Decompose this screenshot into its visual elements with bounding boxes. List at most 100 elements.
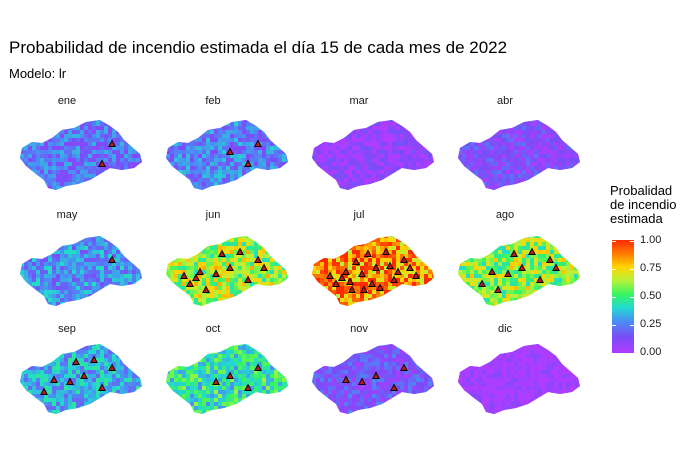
fire-marker-oct-1 [244,383,252,391]
legend-tick-label: 0.25 [640,318,662,330]
fire-marker-jul-15 [352,257,360,265]
fire-marker-ago-5 [478,279,486,287]
fire-marker-jul-10 [338,273,346,281]
probability-cells-oct [166,344,288,414]
legend-tick-mark [630,297,634,298]
probability-cells-sep [20,344,142,414]
panel-label-nov: nov [350,323,368,335]
map-dic [458,344,580,414]
panel-label-ago: ago [495,209,515,221]
map-sep [20,344,142,414]
fire-marker-sep-4 [50,375,58,383]
fire-marker-ago-6 [510,249,518,257]
fire-marker-ene-1 [98,159,106,167]
map-ene [20,120,142,190]
fire-marker-sep-5 [40,387,48,395]
probability-cells-jun [166,236,288,306]
legend-tick-label: 0.50 [640,290,662,302]
map-jun [166,236,288,306]
map-may [20,236,142,306]
fire-marker-jul-7 [382,247,390,255]
legend-tick-label: 0.00 [640,346,662,358]
fire-marker-jun-6 [218,249,226,257]
plot-title: Probabilidad de incendio estimada el día… [9,38,508,57]
fire-marker-nov-2 [372,371,380,379]
panel-label-mar: mar [349,95,369,107]
fire-marker-ago-7 [528,247,536,255]
fire-marker-nov-3 [358,377,366,385]
fire-marker-jun-11 [180,271,188,279]
plot-subtitle: Modelo: lr [9,66,67,81]
fire-marker-ene-0 [108,139,116,147]
fire-marker-jul-6 [364,249,372,257]
probability-cells-abr [458,120,580,190]
map-feb [166,120,288,190]
panel-label-dic: dic [497,323,513,335]
legend-tick-mark [630,241,634,242]
legend-tick-label: 0.75 [640,262,662,274]
fire-marker-jul-19 [412,271,420,279]
fire-marker-jul-4 [342,267,350,275]
panel-label-jul: jul [353,209,365,221]
fire-marker-jun-8 [260,263,268,271]
fire-marker-sep-6 [72,357,80,365]
fire-marker-oct-3 [212,377,220,385]
legend-colorbar [612,240,634,353]
map-mar [312,120,434,190]
fire-marker-jun-1 [244,275,252,283]
fire-marker-nov-1 [390,383,398,391]
legend-tick-mark [612,297,616,298]
legend-tick-label: 1.00 [640,234,662,246]
panel-label-ene: ene [57,95,77,107]
probability-cells-feb [166,120,288,190]
panel-label-abr: abr [497,95,513,107]
map-jul [312,236,434,306]
fire-marker-jun-7 [236,247,244,255]
map-nov [312,344,434,414]
probability-cells-ene [20,120,142,190]
fire-marker-jul-0 [400,255,408,263]
fire-marker-jul-9 [348,285,356,293]
fire-marker-ago-4 [488,267,496,275]
probability-cells-ago [458,236,580,306]
fire-marker-feb-0 [254,139,262,147]
panel-label-feb: feb [205,95,221,107]
fire-marker-jun-5 [186,279,194,287]
fire-marker-sep-7 [90,355,98,363]
probability-cells-nov [312,344,434,414]
legend-tick-mark [612,353,616,354]
fire-marker-jun-4 [196,267,204,275]
fire-marker-jul-16 [360,285,368,293]
legend-tick-mark [612,241,616,242]
fire-marker-ago-2 [518,263,526,271]
fire-marker-jun-0 [254,255,262,263]
legend-tick-mark [630,325,634,326]
fire-marker-jun-9 [202,285,210,293]
fire-marker-feb-2 [226,147,234,155]
panel-label-jun: jun [205,209,221,221]
legend-tick-mark [630,353,634,354]
fire-marker-jun-2 [226,263,234,271]
probability-cells-dic [458,344,580,414]
fire-marker-nov-0 [400,363,408,371]
fire-marker-jul-12 [368,279,376,287]
probability-cells-may [20,236,142,306]
fire-marker-ago-9 [494,285,502,293]
probability-cells-mar [312,120,434,190]
map-abr [458,120,580,190]
fire-marker-jun-3 [212,269,220,277]
legend-tick-mark [612,269,616,270]
legend-tick-mark [630,269,634,270]
fire-marker-jul-18 [346,277,354,285]
fire-marker-sep-2 [80,371,88,379]
fire-marker-jul-1 [390,275,398,283]
fire-marker-jul-8 [406,263,414,271]
map-ago [458,236,580,306]
probability-cells-jul [312,236,434,306]
fire-marker-sep-0 [108,363,116,371]
fire-marker-ago-1 [536,275,544,283]
fire-marker-oct-0 [254,363,262,371]
legend-tick-mark [612,325,616,326]
fire-marker-jul-2 [372,263,380,271]
